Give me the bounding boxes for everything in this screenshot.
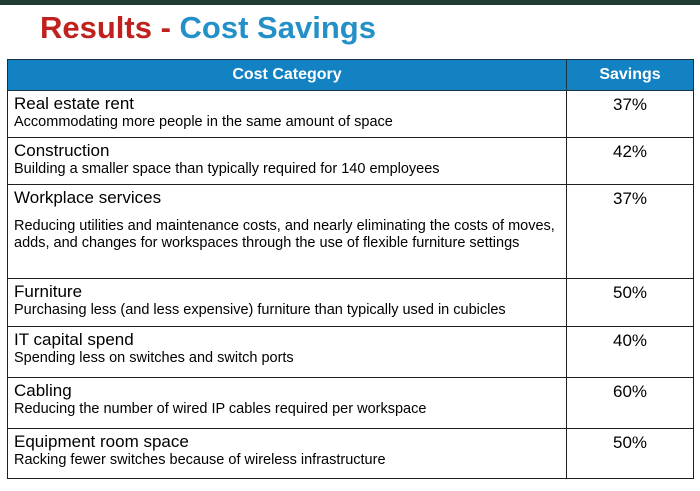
category-name: Construction (14, 141, 110, 160)
category-name: IT capital spend (14, 330, 134, 349)
savings-value: 37% (566, 184, 694, 279)
table-row: Cabling Reducing the number of wired IP … (7, 377, 694, 429)
savings-value: 50% (566, 278, 694, 327)
table-row: Furniture Purchasing less (and less expe… (7, 278, 694, 327)
category-cell: Cabling Reducing the number of wired IP … (7, 377, 567, 429)
table-row: Construction Building a smaller space th… (7, 137, 694, 185)
category-name: Workplace services (14, 188, 162, 207)
cost-savings-table: Cost Category Savings Real estate rent A… (7, 59, 694, 479)
table-row: Real estate rent Accommodating more peop… (7, 90, 694, 138)
table-row: Workplace services Reducing utilities an… (7, 184, 694, 279)
title-separator: - (151, 10, 180, 45)
savings-value: 50% (566, 428, 694, 479)
category-description: Reducing utilities and maintenance costs… (14, 218, 555, 251)
title-results: Results (40, 10, 152, 45)
page-title: Results - Cost Savings (40, 6, 376, 50)
category-cell: Real estate rent Accommodating more peop… (7, 90, 567, 138)
title-cost-savings: Cost Savings (179, 10, 376, 45)
category-name: Real estate rent (14, 94, 135, 113)
category-description: Accommodating more people in the same am… (14, 114, 393, 130)
savings-value: 42% (566, 137, 694, 185)
table-row: IT capital spend Spending less on switch… (7, 326, 694, 378)
category-cell: IT capital spend Spending less on switch… (7, 326, 567, 378)
category-description: Reducing the number of wired IP cables r… (14, 401, 427, 417)
category-cell: Furniture Purchasing less (and less expe… (7, 278, 567, 327)
category-cell: Workplace services Reducing utilities an… (7, 184, 567, 279)
top-accent-bar (0, 0, 700, 5)
category-name: Furniture (14, 282, 83, 301)
savings-value: 37% (566, 90, 694, 138)
header-cost-category: Cost Category (7, 59, 567, 91)
category-name: Cabling (14, 381, 72, 400)
category-description: Building a smaller space than typically … (14, 161, 440, 177)
category-cell: Equipment room space Racking fewer switc… (7, 428, 567, 479)
category-cell: Construction Building a smaller space th… (7, 137, 567, 185)
category-description: Purchasing less (and less expensive) fur… (14, 302, 506, 318)
category-description: Racking fewer switches because of wirele… (14, 452, 386, 468)
table-header-row: Cost Category Savings (7, 59, 694, 91)
category-description: Spending less on switches and switch por… (14, 350, 294, 366)
savings-value: 60% (566, 377, 694, 429)
header-savings: Savings (566, 59, 694, 91)
category-name: Equipment room space (14, 432, 189, 451)
savings-value: 40% (566, 326, 694, 378)
table-row: Equipment room space Racking fewer switc… (7, 428, 694, 479)
